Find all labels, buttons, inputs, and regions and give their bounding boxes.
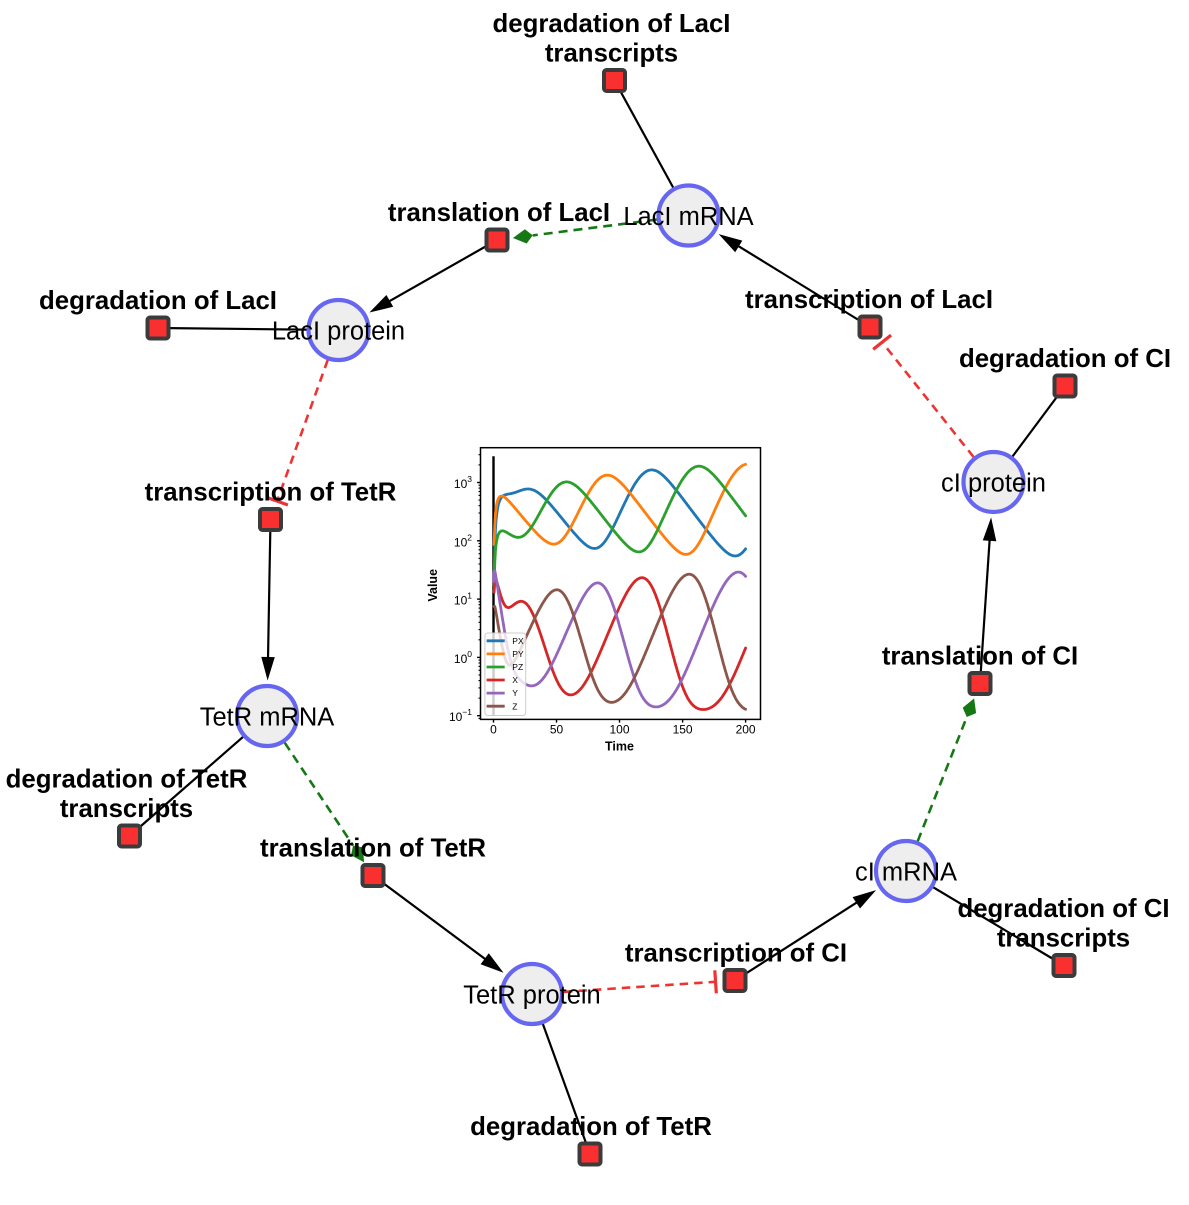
svg-text:0: 0 (490, 723, 497, 737)
svg-text:X: X (512, 675, 518, 685)
svg-text:transcription of TetR: transcription of TetR (145, 478, 397, 506)
svg-text:150: 150 (673, 723, 693, 737)
svg-text:200: 200 (736, 723, 756, 737)
svg-text:degradation of LacI: degradation of LacI (493, 10, 731, 38)
svg-text:translation of CI: translation of CI (882, 642, 1078, 670)
svg-text:LacI mRNA: LacI mRNA (623, 203, 753, 231)
svg-text:transcripts: transcripts (60, 795, 193, 823)
svg-text:translation of LacI: translation of LacI (388, 199, 610, 227)
svg-text:LacI protein: LacI protein (272, 318, 405, 346)
svg-text:PY: PY (512, 649, 524, 659)
svg-text:degradation of CI: degradation of CI (959, 345, 1171, 373)
svg-text:Z: Z (512, 701, 517, 711)
svg-text:PZ: PZ (512, 662, 523, 672)
svg-text:TetR mRNA: TetR mRNA (200, 704, 335, 732)
svg-text:transcription of LacI: transcription of LacI (745, 286, 993, 314)
svg-text:degradation of TetR: degradation of TetR (6, 766, 248, 794)
svg-text:transcripts: transcripts (997, 924, 1130, 952)
svg-text:TetR protein: TetR protein (463, 982, 601, 1010)
svg-text:100: 100 (609, 723, 629, 737)
svg-text:50: 50 (550, 723, 564, 737)
svg-text:degradation of TetR: degradation of TetR (470, 1113, 712, 1141)
svg-text:translation of TetR: translation of TetR (260, 834, 486, 862)
svg-text:degradation of LacI: degradation of LacI (39, 287, 277, 315)
svg-text:transcription of CI: transcription of CI (625, 939, 847, 967)
svg-text:cI mRNA: cI mRNA (855, 859, 957, 887)
svg-text:PX: PX (512, 636, 524, 646)
svg-text:transcripts: transcripts (545, 39, 678, 67)
svg-text:Value: Value (426, 569, 440, 602)
svg-text:degradation of CI: degradation of CI (957, 895, 1169, 923)
svg-text:Y: Y (512, 688, 518, 698)
svg-text:Time: Time (605, 740, 634, 754)
svg-text:cI protein: cI protein (941, 470, 1046, 498)
